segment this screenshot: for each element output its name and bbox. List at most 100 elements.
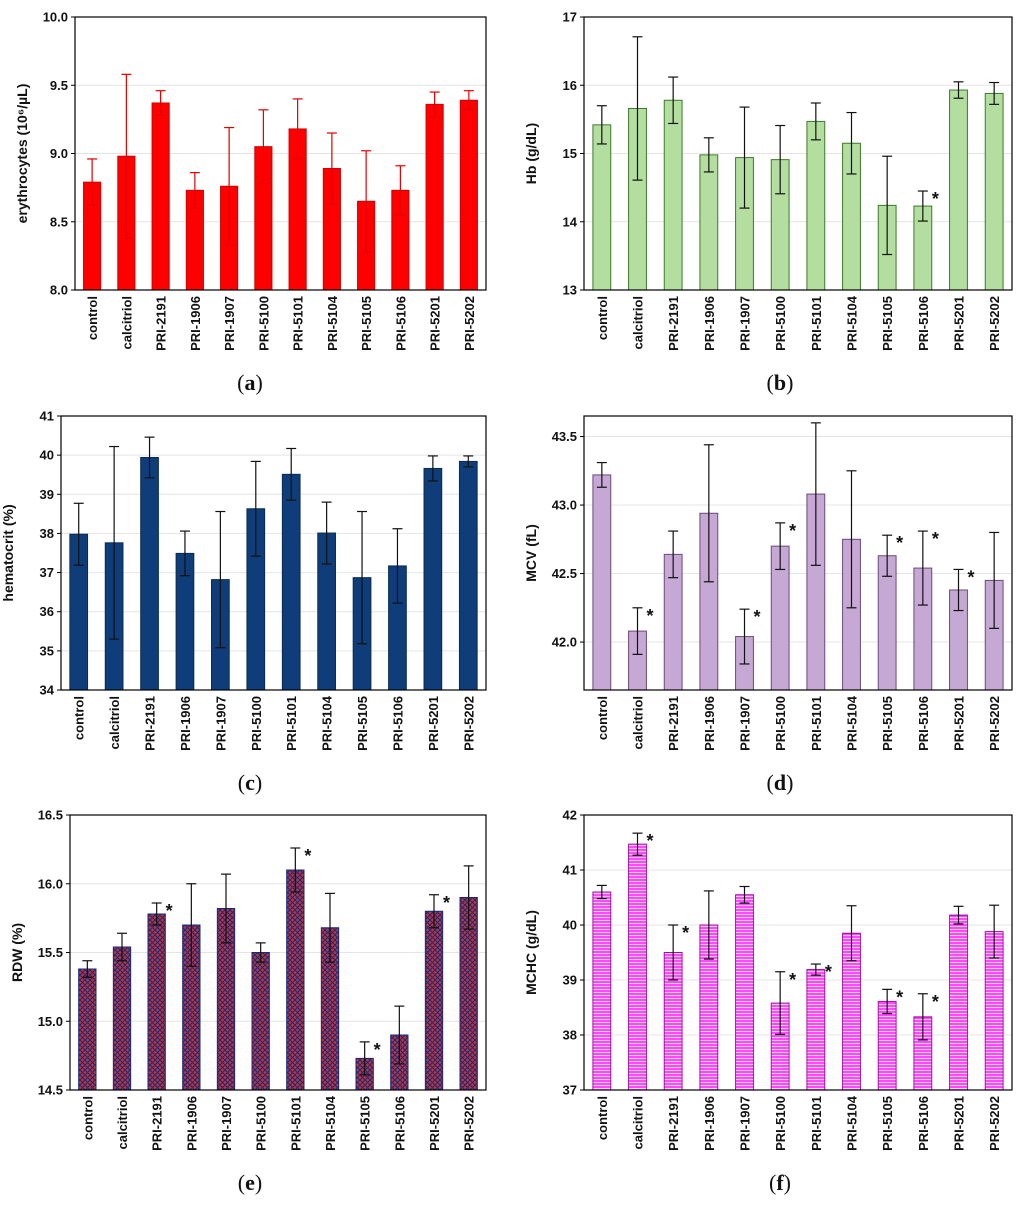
significance-star: * <box>825 962 832 982</box>
x-tick-label: PRI-5106 <box>916 696 931 751</box>
x-tick-label: PRI-5201 <box>952 296 967 351</box>
significance-star: * <box>374 1040 381 1060</box>
x-tick-label: PRI-1907 <box>219 1096 234 1151</box>
y-tick-label: 9.0 <box>50 146 68 161</box>
bar-pri-5202 <box>459 99 478 291</box>
x-tick-label: PRI-5104 <box>845 1095 860 1151</box>
panel-label: (d) <box>767 770 794 795</box>
x-tick-label: PRI-5105 <box>880 696 895 751</box>
x-tick-label: PRI-5202 <box>987 296 1002 351</box>
y-tick-label: 15.0 <box>38 1014 63 1029</box>
x-tick-label: PRI-1907 <box>738 1096 753 1151</box>
x-tick-label: PRI-5106 <box>392 1096 407 1151</box>
significance-star: * <box>682 923 689 943</box>
y-axis-label: hematocrit (%) <box>0 504 16 601</box>
y-tick-label: 15.5 <box>38 945 63 960</box>
x-tick-label: PRI-2191 <box>154 296 169 351</box>
bar-control <box>592 124 612 291</box>
significance-star: * <box>789 970 796 990</box>
x-tick-label: PRI-5202 <box>987 696 1002 751</box>
significance-star: * <box>932 189 939 209</box>
y-tick-label: 8.5 <box>50 214 68 229</box>
y-tick-label: 35 <box>40 643 54 658</box>
x-tick-label: PRI-5201 <box>428 296 443 351</box>
x-tick-label: PRI-1906 <box>188 296 203 351</box>
x-tick-label: control <box>595 1096 610 1140</box>
y-axis-label: RDW (%) <box>9 923 25 982</box>
y-tick-label: 39 <box>40 487 54 502</box>
significance-star: * <box>896 987 903 1007</box>
y-tick-label: 36 <box>40 604 54 619</box>
y-tick-label: 14 <box>563 214 578 229</box>
x-tick-label: PRI-5101 <box>809 1096 824 1151</box>
significance-star: * <box>968 567 975 587</box>
y-tick-label: 9.5 <box>50 78 68 93</box>
x-tick-label: PRI-5104 <box>325 295 340 351</box>
x-tick-label: PRI-5104 <box>323 1095 338 1151</box>
plot-frame <box>60 415 487 691</box>
bar-control <box>592 474 612 691</box>
x-tick-label: PRI-5104 <box>320 695 335 751</box>
y-tick-label: 41 <box>40 409 54 424</box>
x-tick-label: calcitriol <box>115 1096 130 1149</box>
x-tick-label: PRI-2191 <box>143 696 158 751</box>
chart-panel-e: 14.5 15.0 15.5 16.0 16.5 control calcitriol * PR… <box>9 808 487 1195</box>
x-tick-label: control <box>80 1096 95 1140</box>
x-tick-label: PRI-5104 <box>845 295 860 351</box>
x-tick-label: PRI-5105 <box>359 296 374 351</box>
x-tick-label: calcitriol <box>631 1096 646 1149</box>
y-axis-label: MCV (fL) <box>523 524 539 582</box>
x-tick-label: PRI-1907 <box>213 696 228 751</box>
x-tick-label: PRI-5105 <box>880 1096 895 1151</box>
y-tick-label: 16.5 <box>38 808 63 823</box>
significance-star: * <box>304 846 311 866</box>
x-tick-label: PRI-5106 <box>390 696 405 751</box>
x-tick-label: PRI-1906 <box>702 1096 717 1151</box>
y-axis-label: Hb (g/dL) <box>523 123 539 184</box>
y-tick-label: 39 <box>563 973 577 988</box>
bar-pri-5101 <box>806 120 826 291</box>
y-tick-label: 40 <box>563 918 577 933</box>
bar-pri-5105 <box>877 1000 897 1091</box>
bar-pri-1906 <box>699 154 719 291</box>
y-tick-label: 38 <box>563 1028 577 1043</box>
bar-pri-1907 <box>735 894 754 1091</box>
x-tick-label: PRI-5201 <box>952 1096 967 1151</box>
plot-frame <box>74 16 487 291</box>
y-tick-label: 8.0 <box>50 283 68 298</box>
significance-star: * <box>443 893 450 913</box>
x-tick-label: control <box>72 696 87 740</box>
x-tick-label: PRI-1907 <box>738 296 753 351</box>
bar-pri-5101 <box>281 473 301 691</box>
x-tick-label: PRI-5202 <box>462 1096 477 1151</box>
bar-pri-2191 <box>140 456 159 691</box>
significance-star: * <box>166 901 173 921</box>
bar-pri-5201 <box>423 467 443 691</box>
x-tick-label: PRI-5201 <box>427 1096 442 1151</box>
x-tick-label: PRI-5105 <box>880 296 895 351</box>
x-tick-label: calcitriol <box>107 696 122 749</box>
x-tick-label: PRI-1906 <box>702 296 717 351</box>
x-tick-label: PRI-5101 <box>291 296 306 351</box>
x-tick-label: control <box>85 296 100 340</box>
y-tick-label: 13 <box>563 283 577 298</box>
bar-pri-2191 <box>663 99 683 291</box>
x-tick-label: calcitriol <box>119 296 134 349</box>
bar-pri-5201 <box>949 89 968 291</box>
y-tick-label: 10.0 <box>43 10 68 25</box>
x-tick-label: PRI-1906 <box>702 696 717 751</box>
y-tick-label: 37 <box>563 1083 577 1098</box>
x-tick-label: PRI-5202 <box>987 1096 1002 1151</box>
chart-panel-a: 8.0 8.5 9.0 9.5 10.0 control calcitriol PRI-219… <box>14 10 487 395</box>
bar-pri-2191 <box>151 102 170 291</box>
x-tick-label: PRI-5104 <box>845 695 860 751</box>
chart-panel-f: 37 38 39 40 41 42 control * calcitriol * PRI-2191 P… <box>523 808 1013 1195</box>
x-tick-label: PRI-5105 <box>355 696 370 751</box>
x-tick-label: PRI-5201 <box>952 696 967 751</box>
y-tick-label: 16 <box>563 78 577 93</box>
bar-pri-2191 <box>147 913 166 1091</box>
y-tick-label: 42.5 <box>552 566 577 581</box>
bar-pri-5201 <box>424 910 444 1091</box>
x-tick-label: control <box>595 696 610 740</box>
